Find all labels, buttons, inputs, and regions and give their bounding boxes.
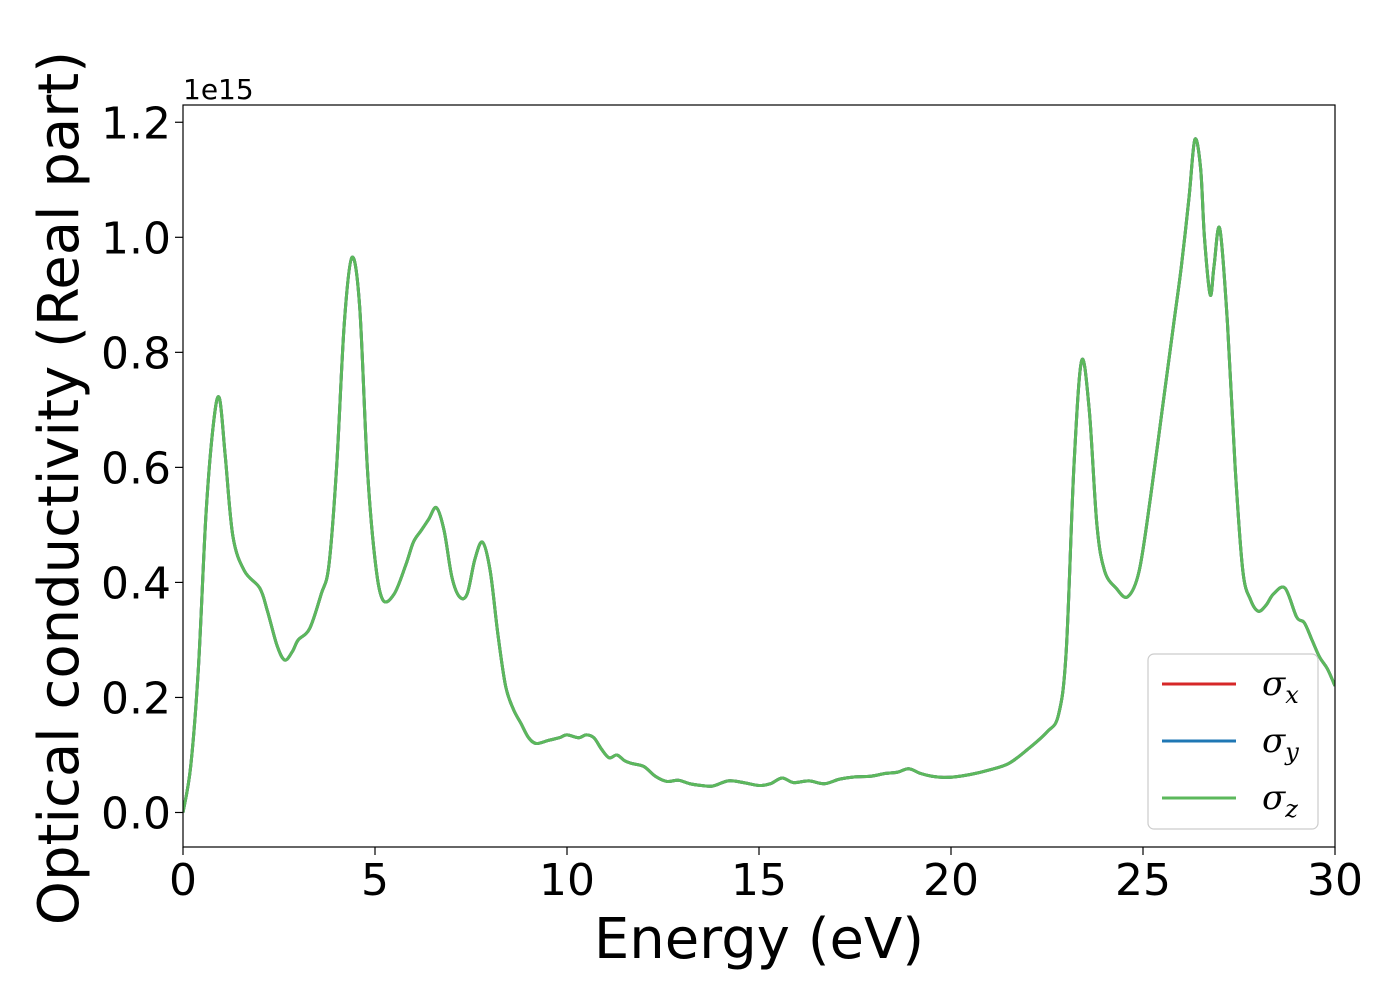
series-line-sigma-z <box>183 137 1335 813</box>
y-axis-title: Optical conductivity (Real part) <box>27 51 92 925</box>
y-tick-label: 1.0 <box>101 213 171 264</box>
x-tick-label: 25 <box>1115 855 1171 906</box>
y-tick-label: 0.0 <box>101 788 171 839</box>
y-tick-label: 0.2 <box>101 673 171 724</box>
x-tick-label: 0 <box>169 855 197 906</box>
x-tick-label: 15 <box>731 855 787 906</box>
legend-subscript: x <box>1285 681 1299 709</box>
legend-symbol: σ <box>1262 778 1286 818</box>
legend-entry-label: σz <box>1262 778 1298 823</box>
x-tick-label: 20 <box>923 855 979 906</box>
y-tick-label: 1.2 <box>101 98 171 149</box>
y-tick-label: 0.6 <box>101 443 171 494</box>
y-offset-label: 1e15 <box>183 73 254 106</box>
legend-symbol: σ <box>1262 721 1286 761</box>
y-tick-label: 0.8 <box>101 328 171 379</box>
y-tick-label: 0.4 <box>101 558 171 609</box>
legend-subscript: z <box>1284 795 1298 823</box>
x-tick-label: 5 <box>361 855 389 906</box>
x-tick-label: 30 <box>1307 855 1363 906</box>
x-axis-title: Energy (eV) <box>594 907 924 972</box>
legend-entry-label: σx <box>1262 664 1299 709</box>
y-axis: 0.0 0.2 0.4 0.6 0.8 1.0 1.2 <box>101 98 183 839</box>
legend-subscript: y <box>1284 738 1299 766</box>
legend-entry-label: σy <box>1262 721 1299 766</box>
series-layer <box>183 137 1335 813</box>
x-tick-label: 10 <box>539 855 595 906</box>
x-axis: 0 5 10 15 20 25 30 <box>169 847 1363 906</box>
legend-symbol: σ <box>1262 664 1286 704</box>
